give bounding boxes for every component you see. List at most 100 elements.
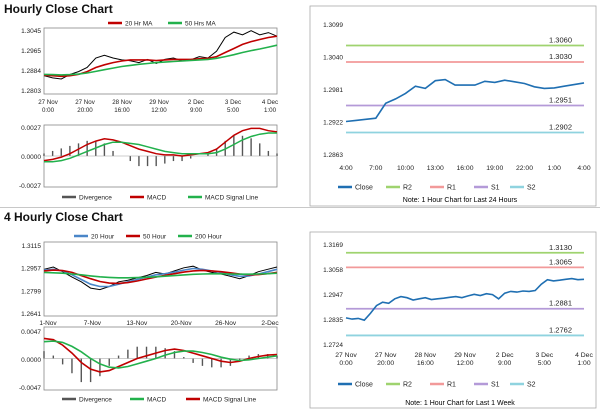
hc-legend-label: R2 bbox=[403, 185, 412, 192]
hourly-price-line bbox=[43, 30, 278, 80]
four-hourly-price-xtick: 7-Nov bbox=[84, 320, 102, 327]
fc-ytick: 1.2947 bbox=[323, 292, 343, 299]
four-hourly-price-ytick: 1.2799 bbox=[21, 288, 41, 295]
four-hourly-price-line bbox=[43, 271, 278, 279]
hourly-price-ytick: 1.3045 bbox=[21, 28, 41, 35]
fc-legend-label: R2 bbox=[403, 382, 412, 389]
four-hourly-macd-ytick: -0.0047 bbox=[19, 385, 41, 392]
hc-level-label: 1.3030 bbox=[549, 52, 572, 61]
hourly-price-xtick: 27 Nov bbox=[38, 99, 59, 106]
hourly-macd-legend-label: MACD bbox=[147, 195, 166, 202]
hc-xtick: 16:00 bbox=[456, 165, 473, 172]
hourly-price-legend-label: 20 Hr MA bbox=[125, 21, 153, 28]
hourly-close-xticks: 4:00 7:00 10:00 13:00 16:00 19:00 22:00 1:00 4:0… bbox=[339, 165, 590, 172]
fc-legend-label: R1 bbox=[447, 382, 456, 389]
hourly-price-chart: 20 Hr MA 50 Hrs MA 1.3045 1.2965 1.2884 1.28… bbox=[21, 21, 278, 115]
hourly-price-ytick: 1.2884 bbox=[21, 68, 41, 75]
hourly-price-line bbox=[43, 44, 278, 76]
hourly-price-xtick: 9:00 bbox=[190, 107, 203, 114]
hourly-section-title: Hourly Close Chart bbox=[4, 2, 113, 16]
fc-xtick: 27 Nov bbox=[375, 352, 397, 359]
hourly-price-plot-frame bbox=[43, 27, 278, 95]
fc-xtick: 4 Dec bbox=[575, 352, 593, 359]
fc-ytick: 1.2835 bbox=[323, 317, 343, 324]
hc-xtick: 4:00 bbox=[339, 165, 352, 172]
fc-xtick: 1:00 bbox=[577, 360, 590, 367]
hourly-price-ytick: 1.2803 bbox=[21, 88, 41, 95]
hourly-close-yticks: 1.3099 1.3040 1.2981 1.2922 1.2863 bbox=[323, 22, 343, 159]
hourly-price-xtick: 28 Nov bbox=[112, 99, 133, 106]
hc-level-label: 1.2951 bbox=[549, 96, 572, 105]
hc-xtick: 13:00 bbox=[427, 165, 444, 172]
hourly-macd-lines bbox=[43, 127, 278, 163]
four-hourly-price-xtick: 26-Nov bbox=[215, 320, 237, 327]
four-hourly-close-yticks: 1.3169 1.3058 1.2947 1.2835 1.2724 bbox=[323, 242, 343, 349]
hourly-price-xtick: 1:00 bbox=[264, 107, 277, 114]
four-hourly-macd-yticks: 0.0047 0.0000 -0.0047 bbox=[19, 329, 41, 392]
four-hourly-close-note: Note: 1 Hour Chart for Last 1 Week bbox=[405, 400, 515, 407]
four-hourly-price-legend-label: 50 Hour bbox=[143, 234, 167, 241]
fc-ytick: 1.2724 bbox=[323, 342, 343, 349]
hourly-macd-line bbox=[43, 127, 278, 162]
fc-xtick: 2 Dec bbox=[496, 352, 514, 359]
hourly-price-xtick: 3 Dec bbox=[225, 99, 241, 106]
hc-xtick: 1:00 bbox=[548, 165, 561, 172]
hourly-macd-ytick: 0.0000 bbox=[21, 154, 41, 161]
fc-xtick: 5:00 bbox=[538, 360, 551, 367]
fc-xtick: 27 Nov bbox=[335, 352, 357, 359]
four-hourly-close-panel: 1.3169 1.3058 1.2947 1.2835 1.2724 1.3130 1.3… bbox=[300, 228, 600, 417]
hc-xtick: 7:00 bbox=[369, 165, 382, 172]
hourly-macd-legend-label: MACD Signal Line bbox=[205, 195, 258, 202]
four-hourly-price-plot-frame bbox=[43, 241, 278, 317]
hourly-macd-legend: Divergence MACD MACD Signal Line bbox=[62, 195, 258, 202]
hc-xtick: 10:00 bbox=[397, 165, 414, 172]
fc-level-label: 1.2762 bbox=[549, 325, 572, 334]
four-hourly-section-title: 4 Hourly Close Chart bbox=[4, 210, 123, 224]
four-hourly-price-xtick: 13-Nov bbox=[126, 320, 148, 327]
hourly-macd-chart: 0.0027 0.0000 -0.0027 Divergence MACD MACD S… bbox=[19, 124, 278, 202]
fc-xtick: 20:00 bbox=[377, 360, 394, 367]
hourly-price-xtick: 16:00 bbox=[114, 107, 130, 114]
fc-xtick: 16:00 bbox=[417, 360, 434, 367]
hc-xtick: 22:00 bbox=[516, 165, 533, 172]
four-hourly-close-border bbox=[309, 231, 597, 409]
four-hourly-macd-line bbox=[43, 337, 278, 373]
hourly-price-xtick: 2 Dec bbox=[188, 99, 204, 106]
hourly-price-xtick: 0:00 bbox=[42, 107, 55, 114]
hourly-close-line bbox=[345, 78, 585, 123]
fc-level-label: 1.3130 bbox=[549, 243, 572, 252]
fc-xtick: 3 Dec bbox=[535, 352, 553, 359]
four-hourly-price-xtick: 20-Nov bbox=[171, 320, 193, 327]
four-hourly-macd-legend: Divergence MACD MACD Signal Line bbox=[62, 397, 256, 404]
four-hourly-macd-ytick: 0.0047 bbox=[21, 329, 41, 336]
fc-xtick: 12:00 bbox=[456, 360, 473, 367]
hc-xtick: 4:00 bbox=[577, 165, 590, 172]
four-hourly-macd-ytick: 0.0000 bbox=[21, 357, 41, 364]
hc-legend-label: R1 bbox=[447, 185, 456, 192]
hourly-price-panel: 20 Hr MA 50 Hrs MA 1.3045 1.2965 1.2884 1.28… bbox=[0, 18, 290, 131]
four-hourly-price-lines bbox=[43, 265, 278, 291]
hourly-macd-panel: 0.0027 0.0000 -0.0027 Divergence MACD MACD S… bbox=[0, 121, 290, 211]
fc-xtick: 28 Nov bbox=[415, 352, 437, 359]
fc-close-line bbox=[345, 277, 585, 322]
hourly-macd-yticks: 0.0027 0.0000 -0.0027 bbox=[19, 125, 41, 190]
four-hourly-price-chart: 20 Hour 50 Hour 200 Hour 1.3115 1.2957 1.279… bbox=[21, 234, 279, 328]
hourly-price-legend-label: 50 Hrs MA bbox=[185, 21, 216, 28]
hourly-price-xtick: 4 Dec bbox=[262, 99, 278, 106]
hourly-price-xtick: 12:00 bbox=[151, 107, 167, 114]
section-divider bbox=[0, 207, 600, 208]
hourly-price-yticks: 1.3045 1.2965 1.2884 1.2803 bbox=[21, 28, 41, 95]
four-hourly-macd-line bbox=[43, 340, 278, 369]
four-hourly-macd-legend-label: MACD bbox=[147, 397, 166, 404]
hourly-close-levels: 1.3060 1.3030 1.2951 1.2902 bbox=[346, 35, 584, 134]
hourly-close-panel: 1.3099 1.3040 1.2981 1.2922 1.2863 1.3060 1.3… bbox=[300, 0, 600, 215]
hourly-price-xtick: 27 Nov bbox=[75, 99, 96, 106]
four-hourly-price-line bbox=[43, 265, 278, 291]
four-hourly-price-xtick: 2-Dec bbox=[261, 320, 279, 327]
four-hourly-price-legend: 20 Hour 50 Hour 200 Hour bbox=[74, 234, 223, 241]
four-hourly-macd-legend-label: MACD Signal Line bbox=[203, 397, 256, 404]
four-hourly-price-ytick: 1.3115 bbox=[22, 243, 42, 250]
hc-ytick: 1.3099 bbox=[323, 22, 343, 29]
